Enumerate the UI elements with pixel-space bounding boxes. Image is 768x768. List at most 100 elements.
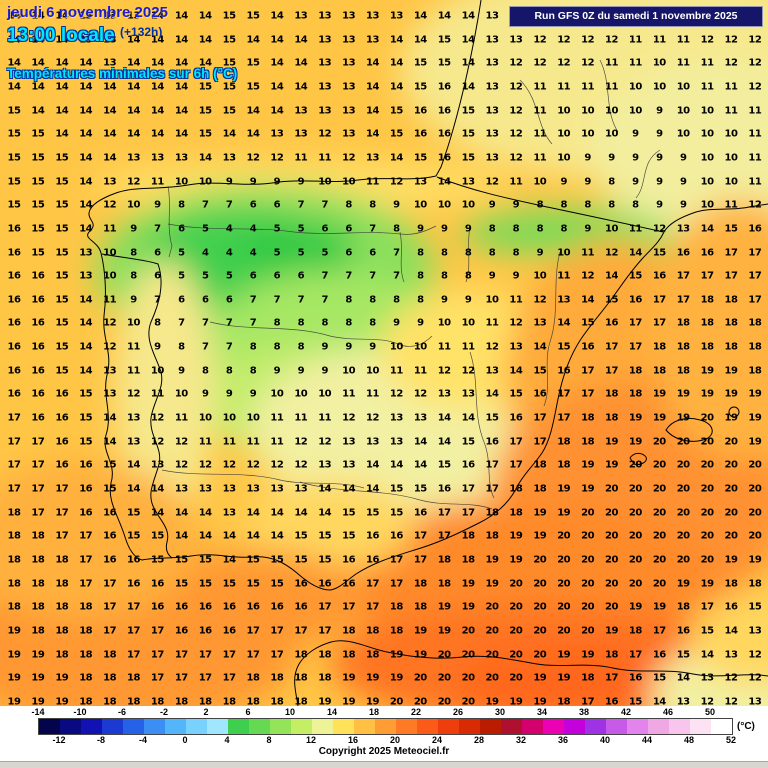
temp-value: 18: [581, 672, 595, 684]
temp-value: 20: [652, 436, 666, 448]
temp-value: 10: [652, 57, 666, 69]
temp-value: 14: [246, 128, 260, 140]
temp-value: 7: [154, 223, 161, 235]
temp-value: 19: [509, 530, 523, 542]
temp-value: 12: [246, 152, 260, 164]
temp-value: 14: [533, 341, 547, 353]
temp-value: 17: [509, 436, 523, 448]
legend-swatch: [165, 719, 186, 734]
temp-value: 20: [557, 530, 571, 542]
temperature-map[interactable]: 14 14 14 13 13 13 14 14 14 15 15 14 13 13 13 13 13 14 14 14…: [0, 0, 768, 708]
forecast-hour-offset: (+132h): [120, 25, 163, 39]
temp-value: 17: [581, 388, 595, 400]
temp-value: 9: [584, 152, 591, 164]
temp-value: 18: [581, 412, 595, 424]
temp-value: 13: [485, 81, 499, 93]
temp-value: 19: [485, 578, 499, 590]
temp-value: 10: [557, 247, 571, 258]
temp-value: 19: [461, 578, 475, 590]
temp-value: 11: [748, 176, 762, 188]
temp-value: 20: [485, 625, 499, 637]
temp-value: 11: [150, 176, 164, 188]
temp-value: 14: [246, 530, 260, 542]
temp-value: 9: [488, 270, 496, 282]
temp-value: 14: [437, 10, 451, 22]
temp-value: 9: [321, 341, 328, 353]
temp-value: 20: [581, 625, 595, 637]
temp-value: 20: [748, 483, 762, 495]
temp-value: 15: [55, 317, 69, 329]
legend-tick-label: 40: [599, 735, 611, 745]
temp-value: 14: [79, 365, 93, 377]
temp-value: 14: [605, 270, 618, 282]
temp-value: 14: [270, 34, 284, 46]
temp-value: 17: [461, 507, 475, 519]
temp-value: 15: [246, 10, 260, 22]
temp-value: 17: [7, 412, 21, 424]
temp-value: 5: [321, 247, 328, 258]
temp-value: 10: [700, 128, 714, 140]
temp-value: 8: [225, 365, 233, 377]
legend-swatch: [648, 719, 669, 734]
temp-value: 12: [509, 105, 523, 117]
temp-value: 16: [103, 554, 117, 566]
temp-value: 11: [366, 388, 379, 400]
temp-value: 11: [676, 34, 690, 46]
temp-value: 16: [342, 554, 356, 566]
temp-value: 20: [652, 530, 666, 542]
temp-value: 19: [485, 554, 499, 566]
temp-value: 14: [174, 57, 188, 69]
temp-value: 8: [249, 365, 257, 377]
temp-value: 19: [628, 412, 642, 424]
temp-value: 15: [222, 34, 236, 46]
temp-value: 19: [31, 672, 45, 684]
temp-value: 16: [31, 412, 45, 424]
temp-value: 12: [605, 247, 618, 258]
temp-value: 20: [628, 578, 642, 590]
temp-value: 19: [724, 554, 738, 566]
temp-value: 17: [246, 625, 260, 637]
temp-value: 14: [31, 81, 45, 93]
temp-value: 11: [533, 128, 547, 140]
temp-value: 11: [461, 341, 475, 353]
temp-value: 13: [724, 649, 738, 661]
temp-value: 18: [150, 696, 164, 708]
temp-value: 15: [628, 696, 642, 708]
temp-value: 15: [55, 223, 69, 235]
temp-value: 16: [198, 625, 212, 637]
temp-value: 14: [150, 105, 164, 117]
temp-value: 9: [584, 223, 591, 235]
temp-value: 14: [366, 81, 379, 93]
temp-value: 12: [294, 459, 308, 471]
temp-value: 14: [294, 507, 308, 519]
temp-value: 13: [389, 412, 403, 424]
temp-value: 6: [154, 247, 161, 258]
temp-value: 14: [389, 81, 403, 93]
legend-tick-label: -4: [138, 735, 148, 745]
temp-value: 9: [249, 176, 257, 188]
horizontal-scrollbar[interactable]: [0, 761, 768, 768]
temp-value: 10: [581, 128, 595, 140]
temp-value: 11: [748, 152, 762, 164]
temp-value: 20: [676, 507, 690, 519]
temp-value: 18: [652, 365, 666, 377]
temp-value: 18: [461, 530, 475, 542]
temp-value: 15: [150, 530, 164, 542]
temp-value: 20: [748, 530, 762, 542]
temp-value: 17: [7, 436, 21, 448]
temp-value: 19: [7, 625, 21, 637]
temp-value: 6: [178, 223, 185, 235]
temp-value: 13: [79, 270, 93, 282]
temp-value: 17: [31, 436, 45, 448]
temp-value: 15: [198, 578, 212, 590]
temp-value: 18: [79, 696, 93, 708]
temp-value: 14: [270, 81, 284, 93]
temp-value: 14: [413, 459, 427, 471]
temp-value: 8: [536, 199, 544, 211]
temp-value: 18: [342, 625, 356, 637]
temp-value: 18: [605, 412, 618, 424]
temp-value: 7: [201, 341, 209, 353]
temp-value: 15: [246, 81, 260, 93]
temp-value: 13: [485, 365, 499, 377]
temp-value: 14: [389, 57, 403, 69]
